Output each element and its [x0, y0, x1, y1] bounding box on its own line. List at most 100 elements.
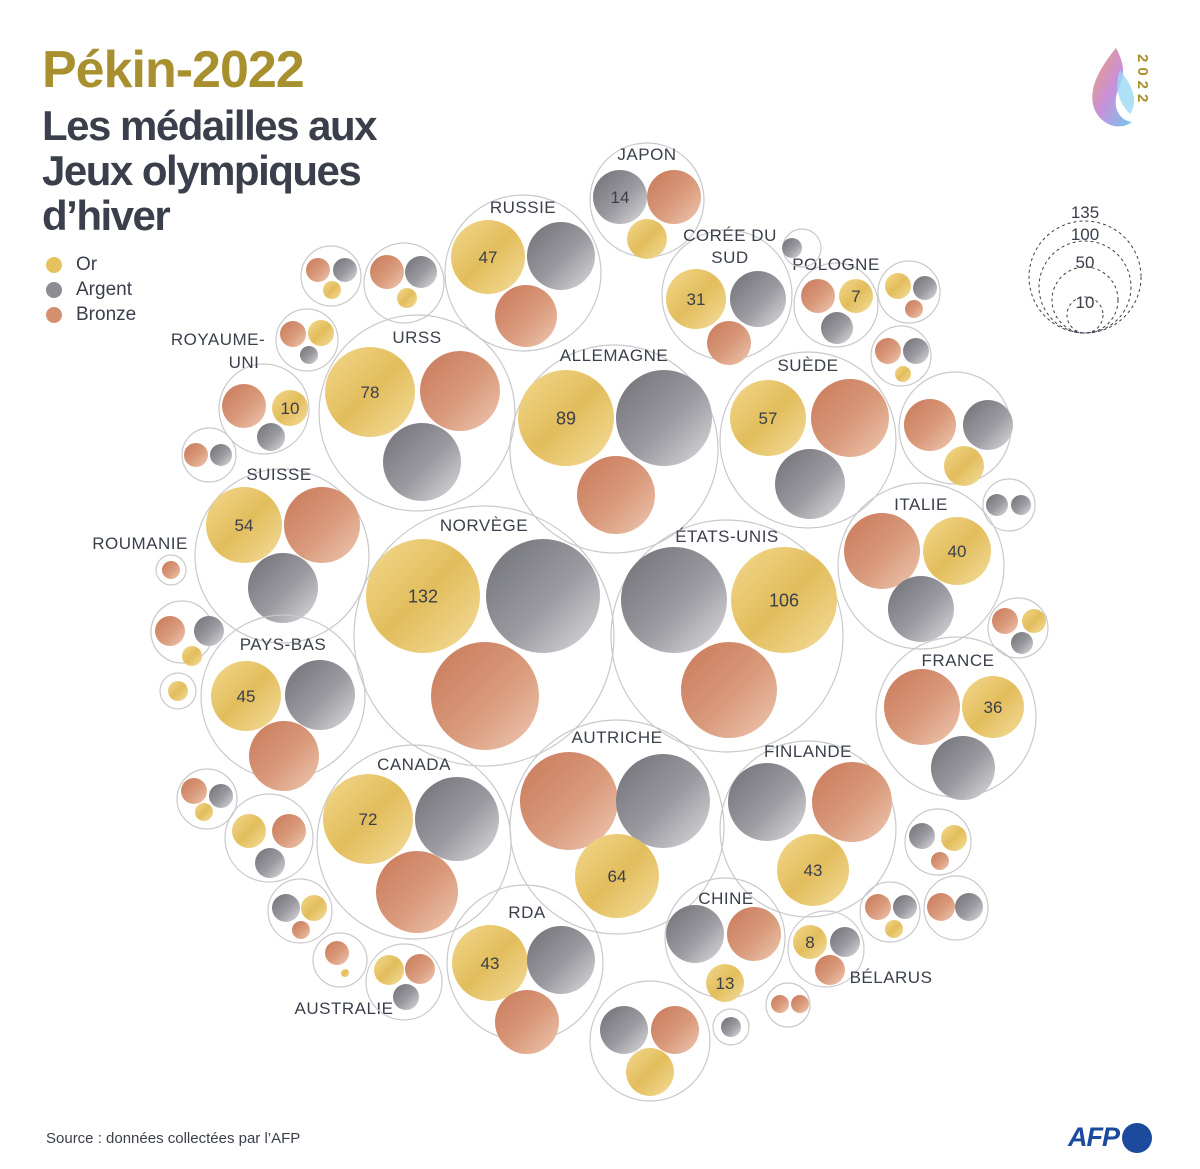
medal-italie-silver	[888, 576, 954, 642]
medal-etats-unis-bronze	[681, 642, 777, 738]
label-autriche: AUTRICHE	[572, 728, 663, 747]
bubble-small-14-outline	[224, 793, 314, 883]
bubble-small-13-outline	[176, 768, 238, 830]
label-finlande: FINLANDE	[764, 742, 852, 761]
medal-france-silver	[931, 736, 995, 800]
medal-small-3-gold	[308, 320, 334, 346]
medal-belarus-bronze	[815, 955, 845, 985]
bubble-small-9-outline	[982, 478, 1036, 532]
medal-japon-gold	[627, 219, 667, 259]
bubble-belarus-outline	[787, 910, 865, 988]
value-coree-du-sud: 31	[687, 290, 706, 309]
medal-suisse-gold	[206, 487, 282, 563]
medal-small-8-gold	[944, 446, 984, 486]
medal-autriche-gold	[575, 834, 659, 918]
bubble-roumanie-outline	[155, 554, 187, 586]
medal-rda-bronze	[495, 990, 559, 1054]
medal-urss-silver	[383, 423, 461, 501]
label-suisse: SUISSE	[246, 465, 311, 484]
medal-small-17-bronze	[651, 1006, 699, 1054]
label-russie: RUSSIE	[490, 198, 556, 217]
label-japon: JAPON	[617, 145, 676, 164]
size-legend-label-100: 100	[1071, 225, 1099, 244]
label-allemagne: ALLEMAGNE	[560, 346, 668, 365]
medal-coree-du-sud-gold	[666, 269, 726, 329]
bubble-small-12-outline	[159, 672, 197, 710]
bubble-small-10-outline	[987, 597, 1049, 659]
medal-small-1-gold	[323, 281, 341, 299]
medal-small-7-bronze	[875, 338, 901, 364]
value-russie: 47	[479, 248, 498, 267]
bubble-small-1-outline	[300, 245, 362, 307]
medal-small-1-silver	[333, 258, 357, 282]
medal-small-19-bronze	[791, 995, 809, 1013]
value-etats-unis: 106	[769, 590, 799, 610]
label-etats-unis: ÉTATS-UNIS	[675, 527, 779, 546]
bubble-small-6-outline	[877, 260, 941, 324]
label-coree-du-sud: CORÉE DU	[683, 226, 777, 245]
medal-suisse-silver	[248, 553, 318, 623]
medal-small-19-bronze	[771, 995, 789, 1013]
bubble-italie-outline	[837, 482, 1005, 650]
label-urss: URSS	[392, 328, 441, 347]
label-australie: AUSTRALIE	[295, 999, 394, 1018]
bubble-pologne-outline	[793, 262, 879, 348]
legend-label-silver: Argent	[76, 278, 132, 300]
medal-france-gold	[962, 676, 1024, 738]
medal-small-12-gold	[168, 681, 188, 701]
bubble-small-7-outline	[870, 325, 932, 387]
source-note: Source : données collectées par l’AFP	[46, 1130, 301, 1147]
bubble-allemagne-outline	[509, 344, 719, 554]
medal-small-5-silver	[782, 238, 802, 258]
medal-small-2-gold	[397, 288, 417, 308]
medal-allemagne-silver	[616, 370, 712, 466]
medal-chine-silver	[666, 905, 724, 963]
medal-small-7-silver	[903, 338, 929, 364]
medal-pays-bas-bronze	[249, 721, 319, 791]
medal-urss-bronze	[420, 351, 500, 431]
label-royaume-uni: ROYAUME-	[171, 330, 265, 349]
bubble-norvege-outline	[353, 505, 615, 767]
medal-pologne-gold	[839, 279, 873, 313]
bubble-small-17-outline	[589, 980, 711, 1102]
logo-year: 2022	[1134, 54, 1151, 107]
bubble-small-4-outline	[181, 427, 237, 483]
medal-canada-bronze	[376, 851, 458, 933]
value-pays-bas: 45	[237, 687, 256, 706]
medal-autriche-silver	[616, 754, 710, 848]
size-legend-circle-10	[1066, 296, 1104, 334]
medal-legend: Or Argent Bronze	[46, 252, 136, 327]
medal-small-17-gold	[626, 1048, 674, 1096]
bubble-suisse-outline	[194, 468, 370, 644]
medal-rda-silver	[527, 926, 595, 994]
medal-suede-gold	[730, 380, 806, 456]
medal-russie-gold	[451, 220, 525, 294]
afp-logo-text: AFP	[1068, 1122, 1120, 1152]
bubble-small-2-outline	[363, 242, 445, 324]
size-legend-circle-100	[1038, 240, 1132, 334]
legend-dot-bronze	[46, 306, 62, 323]
bubble-suede-outline	[719, 351, 897, 529]
medal-norvege-silver	[486, 539, 600, 653]
medal-autriche-bronze	[520, 752, 618, 850]
size-legend-label-10: 10	[1076, 293, 1095, 312]
medal-pologne-bronze	[801, 279, 835, 313]
value-italie: 40	[948, 542, 967, 561]
label-rda: RDA	[508, 903, 546, 922]
bubble-small-20-outline	[904, 808, 972, 876]
value-suede: 57	[759, 409, 778, 428]
legend-label-gold: Or	[76, 253, 98, 275]
country-bubbles: JAPON 14 RUSSIE 47 CORÉE DU SUD 31 POLOGNE 7 ROYA…	[92, 142, 1049, 1102]
size-legend-label-50: 50	[1076, 253, 1095, 272]
medal-australie-bronze	[325, 941, 349, 965]
value-finlande: 43	[804, 861, 823, 880]
medal-small-7-gold	[895, 366, 911, 382]
afp-logo: AFP	[1068, 1122, 1152, 1153]
size-legend: 135 100 50 10	[1028, 203, 1142, 334]
medal-small-13-bronze	[181, 778, 207, 804]
value-royaume-uni: 10	[281, 399, 300, 418]
value-autriche: 64	[608, 867, 627, 886]
medal-small-22-silver	[955, 893, 983, 921]
bubble-small-16-outline	[365, 943, 443, 1021]
label-italie: ITALIE	[894, 495, 948, 514]
